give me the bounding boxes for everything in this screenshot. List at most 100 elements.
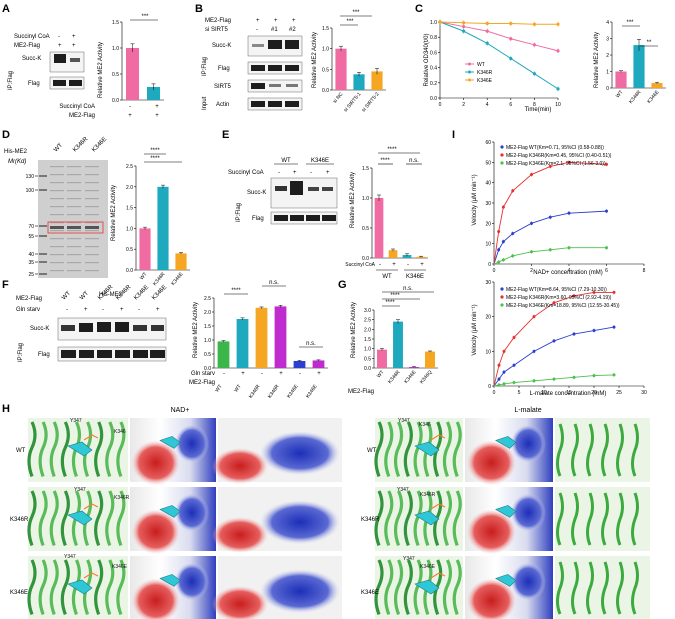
h-residue: Y347 [70,418,82,424]
gel-mw-label: 70 [28,224,34,230]
surface-positive [510,493,546,532]
x-tick-label: 10 [555,102,561,108]
y-tick-label: 2.5 [126,164,133,170]
d-xtitle: His-ME2 [99,292,123,298]
h-residue: K346R [114,495,130,501]
b-blot-row-label: SIRT5 [214,84,232,90]
helix-ribbon [27,490,37,546]
gel-lane-band [67,270,81,272]
y-tick-label: 2.0 [126,185,133,191]
a-x-mark: + [155,113,159,119]
e-treat-row: Succinyl CoA [228,170,264,176]
x-tick-label: 8 [643,268,646,274]
i-bottom-legend-item: ME2-Flag K346R(Km=3.60, 95%CI (2.92-4.19… [506,295,612,301]
y-tick-label: 0.0 [430,96,437,102]
panel-b-blot: ME2-Flag + + + si SIRT5 - #1 #2 Succ-K F… [202,18,303,111]
helix-ribbon [601,492,609,546]
e-sig: **** [380,158,390,164]
y-tick-label: 1.0 [430,20,437,26]
y-tick-label: 0.8 [430,35,437,41]
panel-label-e: E [222,129,229,141]
f-treat-mark: WT [61,290,72,301]
f-x-mark: + [317,371,321,377]
e-x-group: WT [382,274,392,280]
helix-ribbon [433,490,443,546]
f-sig: n.s. [306,341,316,347]
y-tick-label: 1.5 [112,20,119,26]
f-x-mark: K346E [305,383,319,399]
h-left-title: NAD+ [171,407,190,414]
y-tick-label: 1.0 [364,347,371,353]
ligand-stick [67,441,93,457]
y-tick-label: 0.5 [362,226,369,232]
f-treat-mark: + [120,307,124,313]
e-blot-row-label: Flag [252,216,264,222]
helix-ribbon [586,492,594,546]
f-blot-row-label: Flag [38,352,50,358]
c-legend-item: WT [477,62,485,68]
gel-lane-band [67,222,81,224]
helix-ribbon [571,423,579,477]
e-x-row: Succinyl CoA [345,262,375,268]
h-residue: Y347 [397,487,409,493]
panel-label-i: I [452,129,455,141]
panel-c-line: Relative OD340(t/0) 0.0 0.2 0.4 0.6 0.8 1.0 0 2… [424,19,561,113]
x-tick-label: si SIRT5-1 [343,91,363,113]
e-sig: **** [387,147,397,153]
h-residue: Y347 [74,487,86,493]
surface-negative [466,440,517,486]
d-gel-lane: K346E [91,136,108,153]
panel-h-structures [27,418,650,619]
panel-d-gel: His-ME2 Mr(Kd) WT K346R K346E 130 100 70 55… [4,136,108,278]
ligand-stick [159,505,181,518]
panel-label-h: H [2,403,10,415]
i-top-legend: ME2-Flag WT(Km=0.71, 95%CI (0.58-0.88)) … [500,145,612,167]
gel-lane-band [85,190,99,192]
gel-lane-band [50,182,64,184]
y-tick-label: 0.0 [112,98,119,104]
a-treat-mark: + [58,43,62,49]
f-treat-mark: - [102,307,104,313]
gel-lane-band [50,206,64,208]
gel-lane-band [50,246,64,248]
bar [615,71,627,88]
y-tick-label: 20 [485,315,491,321]
y-tick-label: 0.6 [430,50,437,56]
y-tick-label: 1 [606,70,609,76]
gel-lane-band [85,262,99,264]
h-row-label: K346E [10,590,28,596]
panel-b-bar: Relative ME2 Activity 0.00.51.01.5si NCs… [312,10,386,113]
gel-lane-band [85,166,99,168]
helix-ribbon [49,490,59,546]
panel-a-bar: Relative ME2 Activity 0.0 0.5 1.0 1.5 *** S… [59,14,164,119]
gel-lane-band [50,270,64,272]
helix-ribbon [49,421,59,477]
f-x-row-1: Gln starv [191,371,215,377]
gel-lane-band [50,262,64,264]
y-tick-label: 2.0 [204,310,211,316]
a-treat-row-2: ME2-Flag [14,43,40,49]
y-tick-label: 1.5 [364,337,371,343]
bar [402,255,412,258]
b-blot-row-label: Actin [216,102,229,108]
bar [125,48,140,100]
helix-ribbon [571,561,579,615]
c-legend-item: K346R [477,70,493,76]
gel-mw-label: 25 [28,272,34,278]
bar [633,45,645,88]
e-group: K346E [311,158,329,164]
y-tick-label: 20 [485,221,491,227]
g-xtitle: ME2-Flag [348,389,374,395]
a-treat-mark: + [72,43,76,49]
b-blot-row-label: Succ-K [212,43,231,49]
a-blot-row-label: Flag [28,81,40,87]
e-x-mark: + [420,262,424,268]
bar [312,360,325,368]
x-tick-label: K346R [628,89,643,105]
f-sig: n.s. [269,280,279,286]
gel-ladder-band [39,273,47,275]
helix-ribbon [442,559,453,615]
surface-positive [260,569,340,614]
helix-ribbon [38,421,48,477]
